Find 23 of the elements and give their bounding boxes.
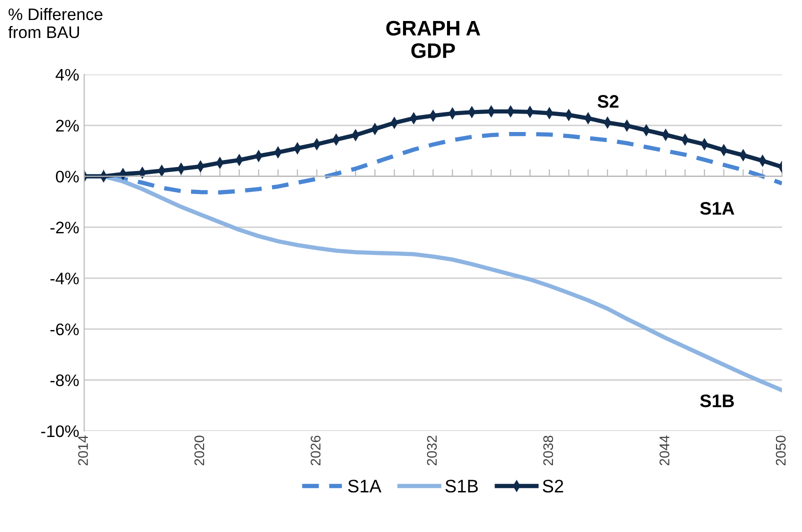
x-tick-label: 2026 bbox=[310, 436, 321, 466]
x-tick-label: 2044 bbox=[660, 435, 670, 466]
legend-label: S2 bbox=[542, 480, 564, 493]
y-tick-label: -10% bbox=[41, 425, 79, 438]
legend-label: S1A bbox=[348, 480, 382, 493]
legend-label: S1B bbox=[445, 480, 478, 493]
annotation: S2 bbox=[598, 95, 618, 108]
x-tick-label: 2032 bbox=[426, 436, 437, 466]
x-tick-label: 2038 bbox=[543, 436, 554, 466]
y-tick-label: 2% bbox=[56, 120, 79, 132]
y-tick-label: -4% bbox=[50, 272, 79, 284]
x-tick-label: 2050 bbox=[776, 436, 786, 466]
y-tick-label: 0% bbox=[56, 170, 79, 183]
annotation: S1A bbox=[700, 202, 734, 215]
x-tick-label: 2020 bbox=[194, 436, 204, 466]
y-tick-label: -2% bbox=[50, 222, 79, 234]
annotation: S1B bbox=[700, 394, 734, 408]
x-tick-label: 2014 bbox=[78, 435, 88, 466]
chart-title: GRAPH A GDP bbox=[386, 20, 480, 58]
y-axis-title: % Difference from BAU bbox=[8, 8, 102, 38]
y-tick-label: -8% bbox=[50, 374, 79, 386]
y-tick-label: -6% bbox=[50, 323, 79, 336]
y-tick-label: 4% bbox=[56, 68, 79, 81]
